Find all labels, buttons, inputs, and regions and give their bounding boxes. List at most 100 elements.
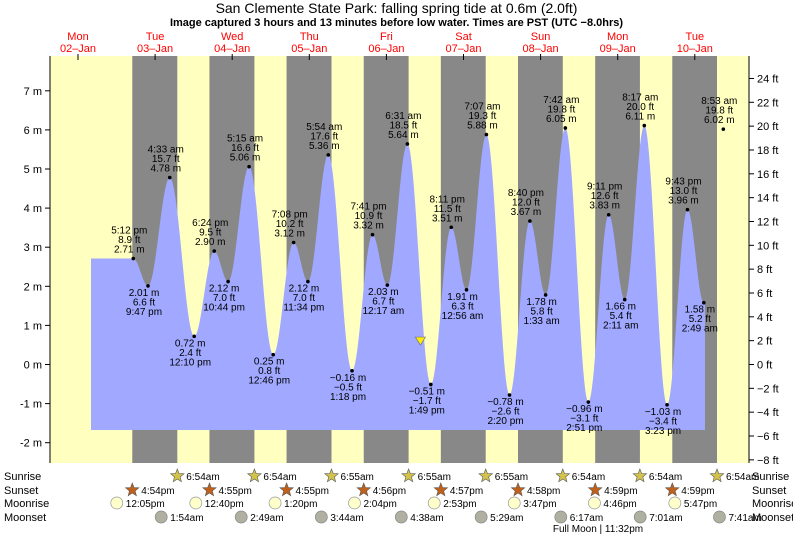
sunset-time: 4:59pm <box>681 486 714 497</box>
moonset-row-label-left: Moonset <box>4 512 46 524</box>
right-tick-label: 22 ft <box>757 97 778 109</box>
tide-label: 13.0 ft <box>670 186 698 197</box>
sunrise-time: 6:54am <box>186 472 219 483</box>
moonset-time: 1:54am <box>170 513 203 524</box>
tide-label: 8.9 ft <box>118 235 140 246</box>
tide-point <box>131 256 136 261</box>
tide-label: 2.12 m <box>209 284 240 295</box>
sunset-star-icon <box>664 482 680 497</box>
day-date-label: 08–Jan <box>523 43 559 55</box>
tide-label: 5:54 am <box>306 122 342 133</box>
right-tick-label: 12 ft <box>757 216 778 228</box>
tide-label: 2.71 m <box>114 245 145 256</box>
sunrise-star-icon <box>401 468 417 483</box>
sunset-time: 4:56pm <box>373 486 406 497</box>
tide-label: 12:46 pm <box>248 376 290 387</box>
right-tick-label: −8 ft <box>757 455 779 467</box>
tide-point <box>721 127 726 131</box>
moonrise-time: 12:40pm <box>205 499 244 510</box>
tide-point <box>271 352 276 357</box>
tide-extreme-points: 5:12 pm8.9 ft2.71 m 2.01 m6.6 ft9:47 pm 4:… <box>111 93 737 437</box>
right-tick-label: −4 ft <box>757 407 779 419</box>
tide-label: 2.90 m <box>195 237 226 248</box>
left-tick-label: 0 m <box>24 360 42 372</box>
tide-label: 5.4 ft <box>610 311 632 322</box>
sunset-time: 4:59pm <box>604 486 637 497</box>
sunrise-time: 6:55am <box>341 472 374 483</box>
day-name-label: Fri <box>380 31 393 43</box>
sunset-time: 4:57pm <box>450 486 483 497</box>
moonrise-icon <box>588 496 601 510</box>
sunset-time: 4:55pm <box>296 486 329 497</box>
tide-label: 5.36 m <box>309 141 340 152</box>
sunrise-star-icon <box>246 468 262 483</box>
day-date-label: 02–Jan <box>60 43 96 55</box>
left-tick-label: 2 m <box>24 281 42 293</box>
tide-point <box>306 279 310 284</box>
moonrise-icon <box>268 496 282 510</box>
sunset-time: 4:54pm <box>141 486 174 497</box>
moonrise-icon <box>110 496 124 510</box>
left-tick-label: -2 m <box>20 438 42 450</box>
tide-label: 16.6 ft <box>231 143 259 154</box>
tide-label: 8:53 am <box>701 96 737 107</box>
tide-label: 19.8 ft <box>705 106 733 117</box>
left-tick-label: 6 m <box>24 125 42 137</box>
sunrise-time: 6:55am <box>495 472 528 483</box>
tide-point <box>543 293 548 297</box>
tide-label: 7:41 pm <box>350 202 386 213</box>
tide-label: 2.12 m <box>289 284 320 295</box>
tide-label: 6.05 m <box>546 114 577 125</box>
sunrise-star-icon <box>169 468 185 483</box>
sunset-star-icon <box>356 482 372 497</box>
moonset-time: 3:44am <box>330 513 363 524</box>
tide-label: 7:07 am <box>464 102 500 113</box>
tide-label: 12.6 ft <box>591 191 619 202</box>
day-date-label: 05–Jan <box>291 43 327 55</box>
tide-label: 15.7 ft <box>152 154 180 165</box>
sunrise-star-icon <box>323 468 340 483</box>
sunset-star-icon <box>433 482 449 497</box>
tide-label: −3.1 ft <box>570 414 598 425</box>
moonset-time: 7:01am <box>649 513 682 524</box>
moonset-time: 5:29am <box>490 513 523 524</box>
moonrise-time: 2:53pm <box>443 499 476 510</box>
tide-point <box>212 249 217 253</box>
moonset-icon <box>154 510 168 524</box>
tide-point <box>146 284 150 288</box>
tide-label: 3.32 m <box>353 221 384 232</box>
tide-label: 6:24 pm <box>192 218 228 229</box>
sunrise-row-label-left: Sunrise <box>4 471 41 483</box>
moonrise-time: 5:47pm <box>684 499 717 510</box>
tide-point <box>665 402 669 407</box>
tide-point <box>291 240 296 245</box>
tide-label: 4:33 am <box>148 145 184 156</box>
moonset-row-label-right: Moonset <box>752 512 793 524</box>
tide-point <box>449 225 454 230</box>
moonrise-icon <box>427 496 441 510</box>
day-date-label: 10–Jan <box>677 43 713 55</box>
tide-label: 6.02 m <box>704 115 735 126</box>
moonrise-icon <box>189 496 203 510</box>
tide-label: 10.9 ft <box>355 211 383 222</box>
tide-label: 2.4 ft <box>179 348 201 359</box>
tide-point <box>528 219 532 223</box>
axes: -2 m -1 m 0 m 1 m 2 m 3 m 4 m 5 m 6 m 7 m −8 ft −6 … <box>20 54 779 467</box>
sunrise-time: 6:54am <box>263 472 296 483</box>
left-tick-label: 3 m <box>24 242 42 254</box>
tide-label: 3.96 m <box>668 196 699 207</box>
full-moon-label: Full Moon | 11:32pm <box>553 524 643 535</box>
tide-label: 11:34 pm <box>283 303 324 314</box>
right-tick-label: 8 ft <box>757 264 772 276</box>
tide-label: 5.8 ft <box>530 306 552 317</box>
tide-label: −0.51 m <box>409 386 445 397</box>
tide-label: 0.8 ft <box>258 366 280 377</box>
moonset-icon <box>394 510 408 524</box>
tide-area <box>91 125 705 430</box>
tide-label: 0.72 m <box>175 338 206 349</box>
tide-label: −1.7 ft <box>413 396 441 407</box>
tide-label: 7.0 ft <box>293 293 315 304</box>
moonrise-time: 4:46pm <box>603 499 636 510</box>
